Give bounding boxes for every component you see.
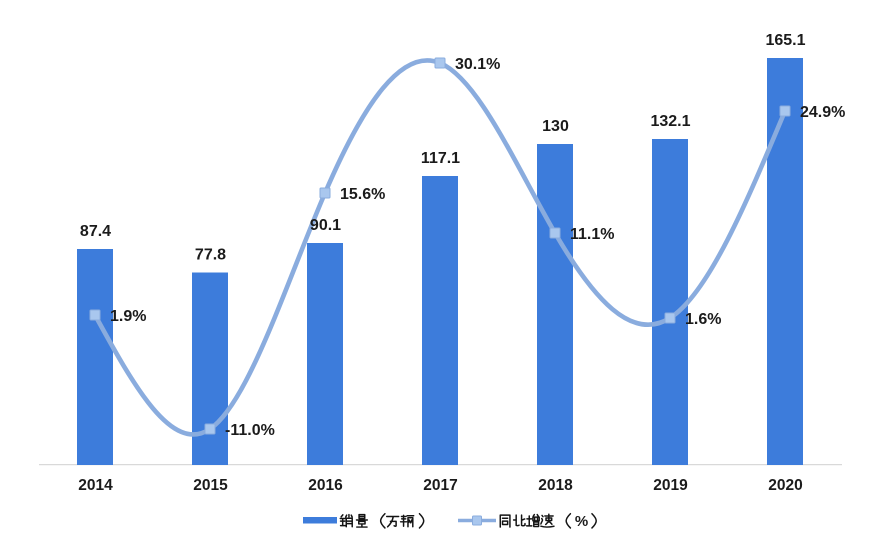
svg-text:1.6%: 1.6% [685,311,721,328]
svg-text:117.1: 117.1 [421,150,460,167]
svg-text:2015: 2015 [193,477,228,494]
svg-text:24.9%: 24.9% [800,104,845,121]
svg-text:-11.0%: -11.0% [225,422,275,439]
svg-text:90.1: 90.1 [310,217,341,234]
svg-text:%: % [575,513,588,530]
svg-text:132.1: 132.1 [650,113,690,130]
svg-text:130: 130 [542,118,569,135]
svg-text:15.6%: 15.6% [340,186,385,203]
svg-text:2019: 2019 [653,477,688,494]
svg-text:87.4: 87.4 [80,223,111,240]
svg-text:30.1%: 30.1% [455,56,500,73]
svg-text:2017: 2017 [423,477,457,494]
svg-text:11.1%: 11.1% [570,226,614,243]
svg-text:2016: 2016 [308,477,343,494]
svg-text:77.8: 77.8 [195,247,226,264]
svg-text:2014: 2014 [78,477,113,494]
svg-text:2018: 2018 [538,477,573,494]
svg-text:2020: 2020 [768,477,802,494]
svg-text:1.9%: 1.9% [110,308,146,325]
svg-text:165.1: 165.1 [765,32,805,49]
